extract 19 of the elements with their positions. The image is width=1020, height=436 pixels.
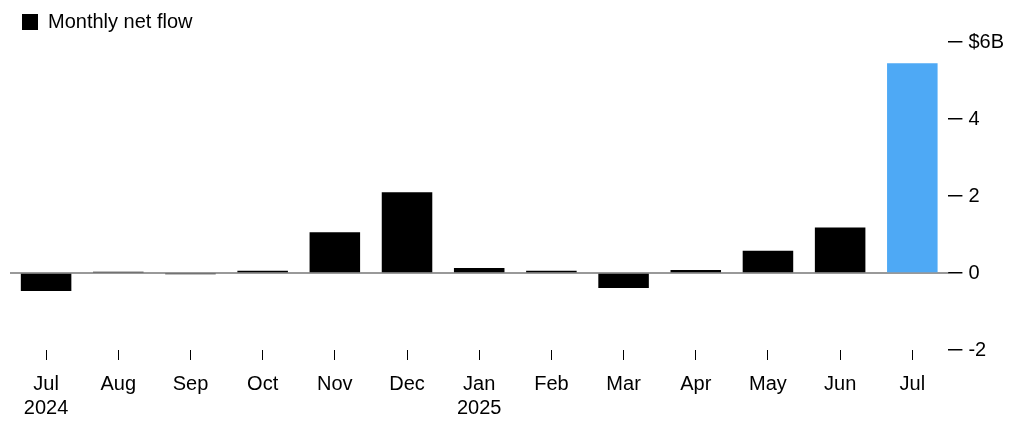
x-tick-label: Oct xyxy=(247,371,279,394)
x-tick-label: Mar xyxy=(606,371,642,394)
y-tick-label: 0 xyxy=(968,260,980,283)
x-tick-label: Apr xyxy=(680,371,712,394)
x-tick-label: Dec xyxy=(389,371,425,394)
x-tick-label: Aug xyxy=(100,371,137,394)
x-tick-label: Jul xyxy=(899,371,926,394)
x-tick-label: Feb xyxy=(534,371,569,394)
y-tick-label: -2 xyxy=(968,337,987,360)
y-tick-label: $6B xyxy=(968,29,1005,52)
legend-label: Monthly net flow xyxy=(48,9,194,32)
y-tick-label: 2 xyxy=(968,183,980,206)
y-tick-label: 4 xyxy=(968,106,980,129)
x-tick-label: Sep xyxy=(172,371,209,394)
x-tick-label: May xyxy=(749,371,787,394)
x-tick-label: Jun xyxy=(824,371,857,394)
x-tick-label: Nov xyxy=(317,371,353,394)
x-tick-label: Jul 2024 xyxy=(23,371,69,418)
x-tick-label: Jan 2025 xyxy=(456,371,502,418)
